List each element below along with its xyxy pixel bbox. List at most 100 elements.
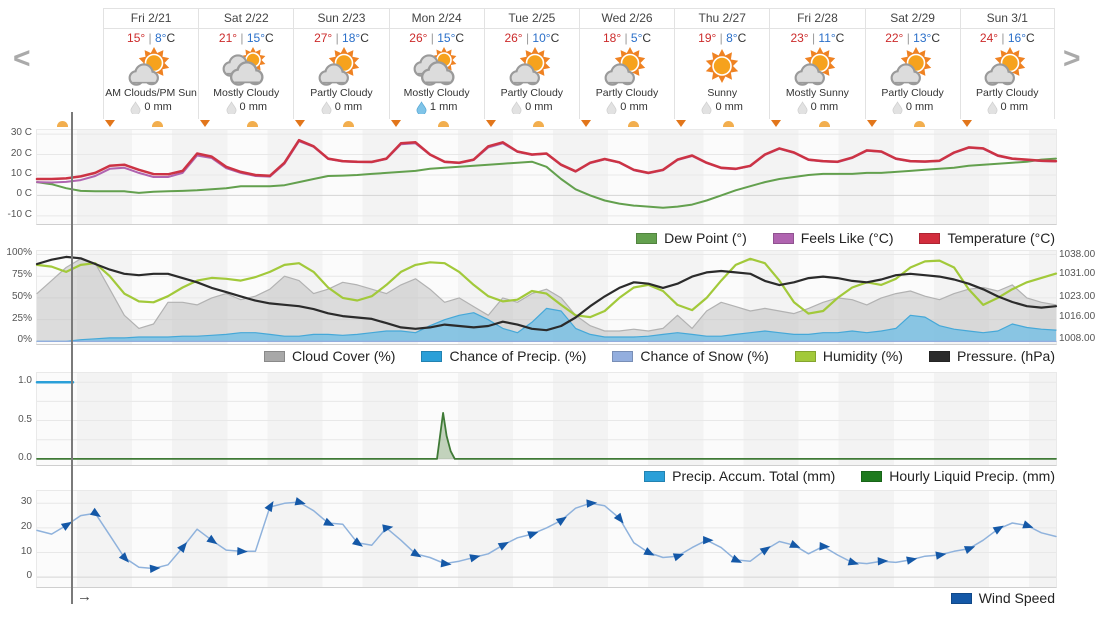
day-temps: 18° | 5°C: [602, 31, 652, 45]
gray-droplet: [321, 101, 332, 114]
legend-label: Wind Speed: [978, 590, 1055, 606]
legend-swatch-icon: [636, 232, 658, 244]
legend-swatch-icon: [928, 350, 950, 362]
legend-swatch-icon: [950, 592, 972, 604]
y-axis-tick: 0.0: [18, 451, 32, 463]
legend-swatch-icon: [919, 232, 941, 244]
day-condition: Mostly Cloudy: [403, 87, 470, 99]
precipitation-legend: Precip. Accum. Total (mm) Hourly Liquid P…: [36, 465, 1055, 487]
legend-label: Humidity (%): [822, 348, 903, 364]
day-column-3[interactable]: Mon 2/24 26° | 15°C Mostly Cloudy 1 mm: [388, 9, 484, 119]
wind-legend: Wind Speed: [36, 587, 1055, 609]
day-name: Sun 2/23: [294, 9, 389, 29]
sunrise-marker: [818, 121, 830, 127]
day-temps: 19° | 8°C: [698, 31, 747, 45]
day-column-0[interactable]: Fri 2/21 15° | 8°C AM Clouds/PM Sun 0 mm: [103, 9, 199, 119]
sunset-marker: [771, 120, 782, 127]
weather-icon-partly: [485, 46, 579, 87]
gray-droplet: [892, 101, 903, 114]
gray-droplet: [797, 101, 808, 114]
day-column-9[interactable]: Sun 3/1 24° | 16°C Partly Cloudy 0 mm: [959, 9, 1055, 119]
y-axis-tick: 30 C: [10, 127, 32, 139]
day-name: Fri 2/21: [104, 9, 199, 29]
day-name: Tue 2/25: [484, 9, 579, 29]
sunrise-marker: [628, 121, 640, 127]
blue-droplet: [416, 101, 427, 114]
weather-icon-partly: [770, 46, 864, 87]
weather-icon-partly: [580, 46, 674, 87]
next-days-button[interactable]: >: [1063, 42, 1081, 75]
legend-entry: Feels Like (°C): [772, 230, 893, 246]
y-axis-tick: 1.0: [18, 375, 32, 387]
day-name: Sat 2/22: [199, 9, 294, 29]
legend-entry: Hourly Liquid Precip. (mm): [861, 468, 1055, 484]
sunset-marker: [485, 120, 496, 127]
weather-icon-sunny: [675, 46, 769, 87]
day-name: Sun 3/1: [960, 9, 1054, 29]
day-temps: 27° | 18°C: [314, 31, 369, 45]
day-name: Mon 2/24: [389, 9, 484, 29]
sunrise-marker: [437, 121, 449, 127]
day-temps: 26° | 10°C: [504, 31, 560, 45]
day-column-2[interactable]: Sun 2/23 27° | 18°C Partly Cloudy 0 mm: [293, 9, 389, 119]
sunset-marker: [200, 120, 211, 127]
temperature-chart[interactable]: [35, 129, 1058, 225]
day-condition: Partly Cloudy: [881, 87, 944, 99]
day-column-8[interactable]: Sat 2/29 22° | 13°C Partly Cloudy 0 mm: [864, 9, 960, 119]
sunset-marker: [581, 120, 591, 127]
day-condition: Partly Cloudy: [310, 87, 373, 99]
sunrise-marker: [152, 121, 164, 127]
sunrise-marker: [342, 121, 354, 127]
current-time-line: [71, 112, 73, 604]
y-axis-tick: 20 C: [10, 147, 32, 159]
weather-icon-partly: [294, 46, 388, 87]
sunset-marker: [295, 120, 306, 127]
day-condition: Mostly Sunny: [785, 87, 849, 99]
gray-droplet: [226, 101, 237, 114]
legend-label: Temperature (°C): [947, 230, 1055, 246]
day-column-7[interactable]: Fri 2/28 23° | 11°C Mostly Sunny 0 mm: [769, 9, 865, 119]
legend-label: Chance of Snow (%): [640, 348, 769, 364]
day-condition: Partly Cloudy: [500, 87, 564, 99]
wind-chart[interactable]: [36, 490, 1057, 588]
y-axis-tick-right: 1016.00: [1059, 310, 1096, 322]
day-precip: 0 mm: [199, 100, 293, 115]
day-column-4[interactable]: Tue 2/25 26° | 10°C Partly Cloudy 0 mm: [483, 9, 579, 119]
day-temps: 26° | 15°C: [409, 31, 465, 45]
day-precip: 0 mm: [104, 100, 198, 115]
legend-swatch-icon: [421, 350, 443, 362]
sunset-marker: [961, 120, 972, 127]
day-temps: 24° | 16°C: [979, 31, 1035, 45]
day-column-1[interactable]: Sat 2/22 21° | 15°C Mostly Cloudy 0 mm: [198, 9, 294, 119]
y-axis-tick-right: 1008.00: [1059, 333, 1096, 345]
atmosphere-chart[interactable]: [35, 250, 1058, 345]
y-axis-tick-right: 1023.00: [1059, 290, 1096, 302]
legend-entry: Chance of Precip. (%): [421, 348, 586, 364]
legend-swatch-icon: [644, 470, 666, 482]
legend-label: Precip. Accum. Total (mm): [672, 468, 836, 484]
day-column-6[interactable]: Thu 2/27 19° | 8°C Sunny 0 mm: [674, 9, 770, 119]
day-precip: 0 mm: [580, 100, 674, 115]
day-name: Wed 2/26: [579, 9, 675, 29]
sunrise-marker: [533, 121, 544, 127]
legend-label: Chance of Precip. (%): [449, 348, 587, 364]
sunrise-marker: [723, 121, 735, 127]
day-precip: 0 mm: [961, 100, 1054, 115]
pan-right-arrow[interactable]: →: [77, 588, 92, 605]
precipitation-chart[interactable]: [35, 372, 1057, 466]
sunrise-marker: [247, 121, 259, 127]
prev-days-button[interactable]: <: [13, 42, 31, 75]
legend-label: Cloud Cover (%): [291, 348, 396, 364]
day-header: Fri 2/21 15° | 8°C AM Clouds/PM Sun 0 mm Sat…: [103, 8, 1055, 119]
sunrise-marker: [57, 121, 68, 127]
day-column-5[interactable]: Wed 2/26 18° | 5°C Partly Cloudy 0 mm: [578, 9, 675, 119]
y-axis-tick: 0 C: [16, 188, 32, 200]
day-precip: 0 mm: [770, 100, 864, 115]
y-axis-tick: -10 C: [7, 208, 32, 220]
y-axis-tick: 0: [26, 570, 32, 582]
weather-icon-partly: [961, 46, 1054, 87]
day-condition: Sunny: [707, 87, 738, 99]
day-precip: 0 mm: [294, 100, 388, 115]
y-axis-tick: 0%: [17, 334, 32, 346]
